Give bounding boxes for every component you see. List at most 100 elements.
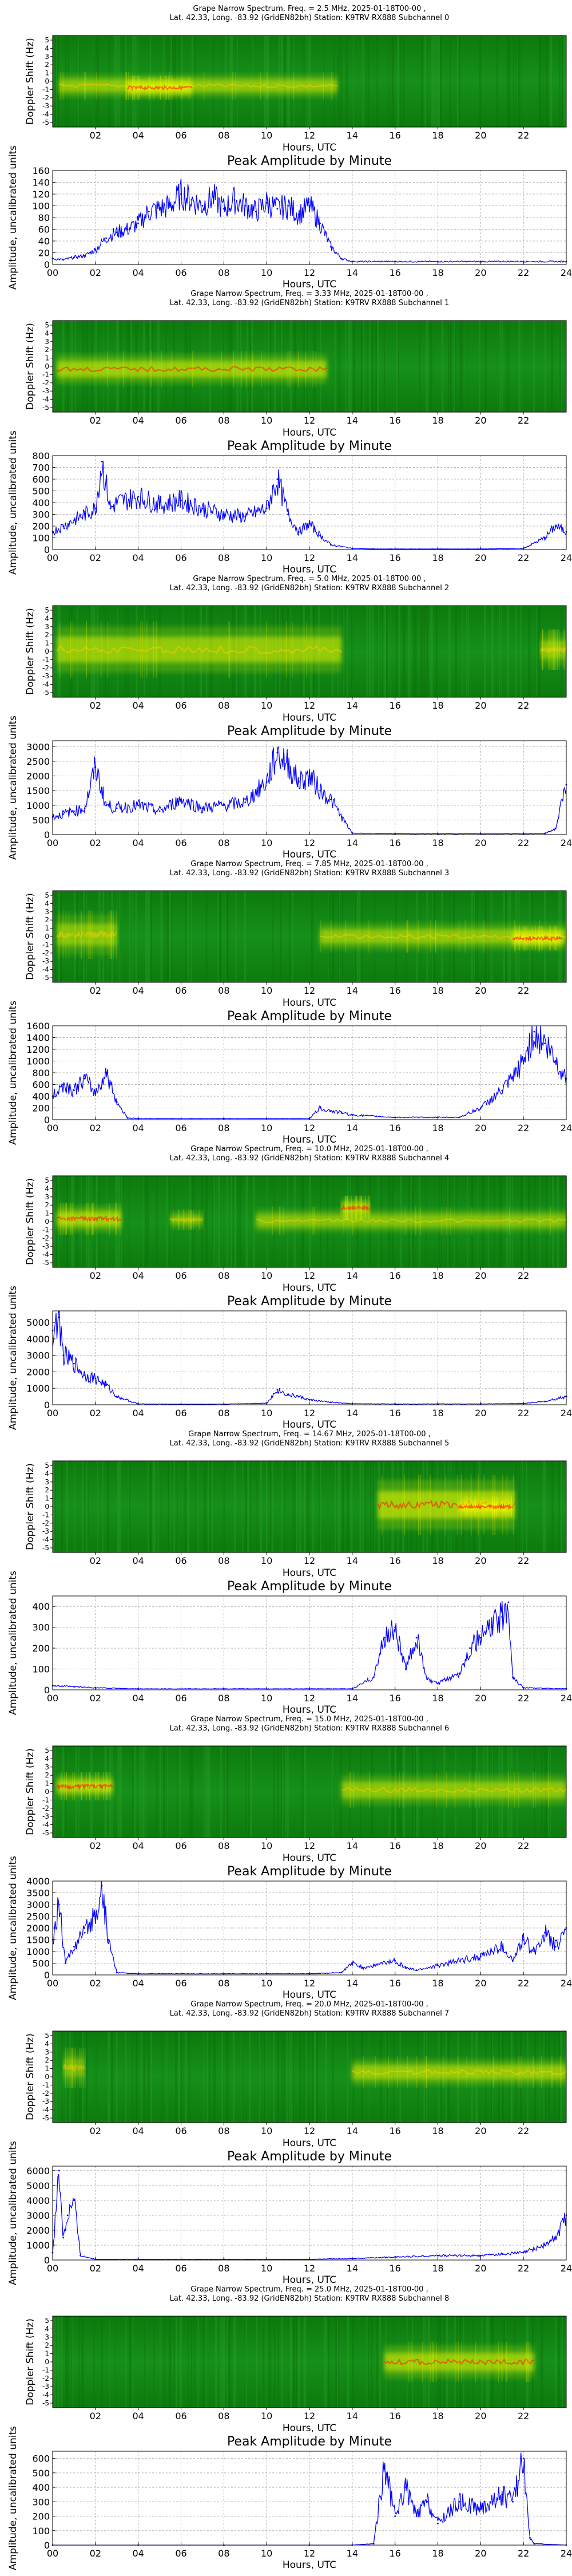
spectrogram-xtick-label: 08	[218, 415, 229, 426]
noise-column	[257, 2031, 260, 2123]
spectrogram-activity-1	[341, 1772, 567, 1808]
activity-streak	[64, 1772, 66, 1801]
noise-column	[161, 2031, 163, 2123]
noise-column	[335, 1461, 336, 1552]
activity-streak	[549, 629, 550, 670]
spectrogram-ytick-label: -2	[42, 1234, 49, 1242]
amplitude-ytick-label: 4000	[26, 1876, 50, 1887]
noise-column	[274, 2316, 276, 2408]
activity-trace	[127, 84, 192, 92]
noise-column	[479, 35, 480, 127]
spectrogram-xtick-label: 08	[218, 1270, 229, 1281]
activity-trace	[58, 83, 337, 89]
noise-column	[332, 1746, 334, 1838]
amplitude-ylabel: Amplitude, uncalibrated units	[7, 1001, 19, 1145]
spectrogram-ytick-label: -1	[42, 655, 49, 663]
activity-streak	[107, 621, 109, 678]
amplitude-xtick-label: 04	[132, 1408, 144, 1419]
spectrogram-title: Grape Narrow Spectrum, Freq. = 2.5 MHz, …	[193, 5, 426, 13]
noise-column	[435, 606, 438, 697]
activity-streak	[535, 926, 537, 951]
activity-streak	[430, 920, 431, 953]
noise-column	[455, 606, 457, 697]
noise-column	[162, 1746, 165, 1838]
activity-streak	[551, 2056, 553, 2089]
noise-column	[225, 891, 227, 982]
amplitude-data-point	[116, 1396, 118, 1398]
noise-column	[454, 321, 455, 412]
noise-column	[434, 35, 436, 127]
noise-column	[359, 1461, 362, 1552]
noise-column	[379, 2316, 381, 2408]
activity-band	[541, 640, 566, 659]
activity-streak	[408, 2341, 410, 2383]
amplitude-ytick-label: 200	[32, 2511, 50, 2522]
noise-column	[190, 891, 192, 982]
noise-column	[173, 1461, 175, 1552]
spectrogram-xtick-label: 12	[304, 1555, 315, 1566]
amplitude-plot-area	[53, 2166, 566, 2260]
activity-streak	[133, 76, 135, 100]
activity-streak	[491, 1496, 493, 1517]
activity-streak	[59, 1203, 61, 1235]
noise-column	[214, 2316, 217, 2408]
amplitude-ytick-label: 2000	[26, 1366, 50, 1377]
amplitude-data-point	[109, 507, 112, 509]
activity-streak	[529, 2341, 531, 2383]
noise-column	[546, 35, 549, 127]
activity-trace	[459, 1503, 514, 1511]
noise-column	[206, 2031, 208, 2123]
amplitude-data-point	[415, 1637, 418, 1639]
amplitude-xtick-label: 22	[518, 2548, 529, 2559]
amplitude-data-point	[351, 260, 353, 263]
noise-column	[150, 891, 152, 982]
noise-column	[141, 2031, 142, 2123]
amplitude-data-point	[190, 199, 193, 201]
noise-column	[191, 2316, 192, 2408]
noise-column	[107, 1461, 109, 1552]
spectrogram-ytick-label: -4	[42, 2106, 49, 2114]
noise-column	[403, 606, 406, 697]
spectrogram-subtitle: Lat. 42.33, Long. -83.92 (GridEN82bh) St…	[170, 2294, 450, 2303]
amplitude-xtick-label: 12	[304, 2263, 315, 2274]
activity-band	[63, 2059, 85, 2077]
noise-column	[559, 321, 561, 412]
noise-column	[179, 1746, 181, 1838]
activity-streak	[165, 76, 166, 100]
amplitude-xtick-label: 08	[218, 2263, 229, 2274]
amplitude-data-point	[437, 1965, 439, 1967]
activity-streak	[501, 2341, 503, 2383]
amplitude-xtick-label: 02	[90, 1693, 101, 1704]
amplitude-data-point	[66, 2214, 69, 2217]
spectrogram-ytick-label: -2	[42, 2374, 49, 2383]
activity-streak	[454, 1772, 456, 1808]
spectrogram-xtick-label: 20	[475, 2125, 486, 2136]
noise-column	[206, 1746, 209, 1838]
activity-band	[256, 1214, 566, 1227]
noise-column	[148, 2031, 150, 2123]
spectrogram-xlabel: Hours, UTC	[283, 1852, 336, 1864]
noise-column	[231, 1176, 232, 1267]
spectrogram-ytick-label: 0	[45, 2358, 49, 2366]
noise-column	[352, 321, 355, 412]
noise-column	[518, 35, 520, 127]
spectrogram-ytick-label: 4	[45, 44, 49, 52]
spectrogram-xtick-label: 14	[347, 985, 358, 996]
noise-column	[289, 2031, 291, 2123]
noise-column	[353, 35, 355, 127]
amplitude-ytick-label: 0	[44, 2255, 50, 2266]
noise-column	[206, 2316, 208, 2408]
activity-streak	[193, 1210, 194, 1230]
amplitude-xtick-label: 12	[304, 837, 315, 848]
noise-column	[562, 2316, 563, 2408]
activity-streak	[75, 910, 76, 959]
amplitude-xtick-label: 02	[90, 2548, 101, 2559]
activity-streak	[96, 72, 97, 100]
amplitude-data-point	[501, 2253, 503, 2255]
activity-streak	[103, 1772, 105, 1801]
activity-streak	[126, 72, 127, 100]
noise-column	[347, 2316, 349, 2408]
amplitude-data-point	[137, 1403, 140, 1405]
spectrogram-ytick-label: -1	[42, 370, 49, 378]
noise-column	[175, 2031, 177, 2123]
